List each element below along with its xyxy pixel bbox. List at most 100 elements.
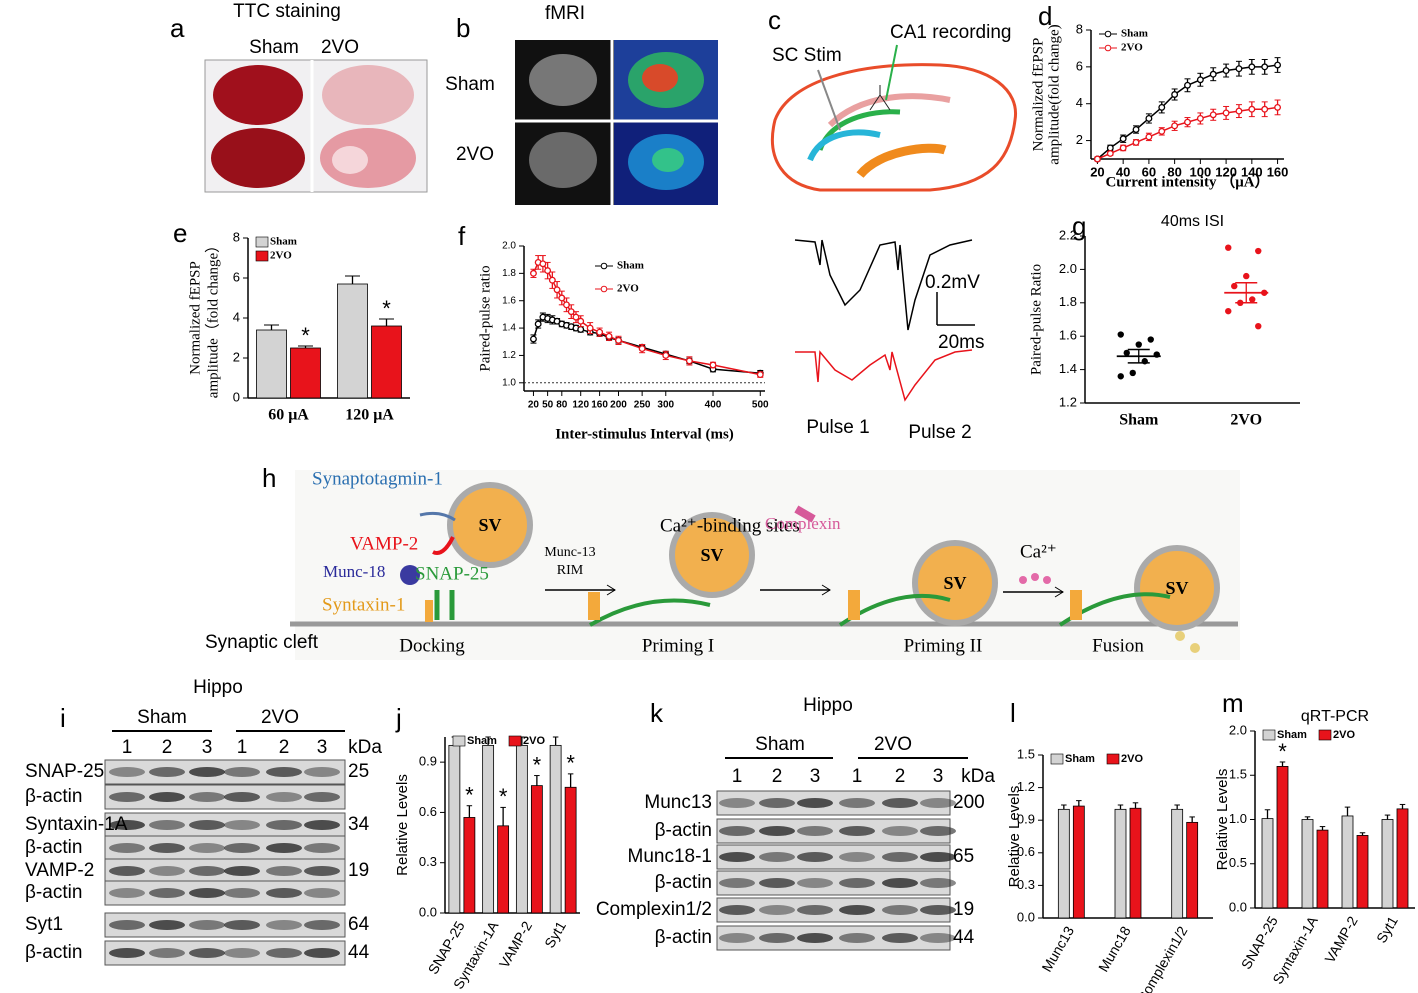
y-tick-label: 0.0 <box>1017 909 1035 924</box>
blot-band <box>189 888 225 898</box>
kda-label: 200 <box>953 792 985 813</box>
significance: * <box>566 751 575 776</box>
lane-label: 2 <box>772 766 783 787</box>
point <box>572 313 580 321</box>
blot-band <box>920 852 956 862</box>
blot-band <box>882 933 918 943</box>
unit-label: kDa <box>961 766 995 787</box>
point <box>1248 105 1256 113</box>
bar <box>1114 808 1127 919</box>
chart-title: 40ms ISI <box>1161 213 1224 230</box>
scale-label: 0.2mV <box>925 272 980 293</box>
blot-band <box>304 888 340 898</box>
x-tick-label: 160 <box>1267 164 1289 179</box>
blot-band <box>719 852 755 862</box>
blot-strip <box>104 880 346 906</box>
blot-band <box>266 888 302 898</box>
x-tick-label: 60 <box>1142 164 1156 179</box>
x-tick-label: 80 <box>556 400 568 411</box>
x-tick-label: 120 <box>1215 164 1237 179</box>
point <box>1274 103 1282 111</box>
x-tick-label: 40 <box>1116 164 1130 179</box>
blot-band <box>304 866 340 876</box>
bar <box>1171 808 1184 919</box>
bar <box>1129 807 1142 919</box>
point <box>1255 247 1262 255</box>
point <box>638 345 646 353</box>
blot-band <box>266 792 302 802</box>
significance: * <box>499 784 508 809</box>
blot-band <box>797 798 833 808</box>
y-axis-label: Relative Levels <box>1214 769 1231 871</box>
blot-band <box>920 878 956 888</box>
point <box>1158 127 1166 135</box>
legend-marker <box>600 262 608 270</box>
blot-band <box>224 820 260 830</box>
vesicle-label: SV <box>943 573 966 593</box>
y-tick-label: 1.5 <box>1229 767 1247 782</box>
blot-band <box>759 878 795 888</box>
y-tick-label: 0.6 <box>1017 844 1035 859</box>
blot-band <box>189 843 225 853</box>
y-axis-label: Paired-pulse Ratio <box>1028 264 1044 375</box>
diagram-shapes <box>290 470 1240 660</box>
kda-label: 44 <box>348 942 370 963</box>
legend-label: 2VO <box>1121 42 1143 54</box>
x-tick-label: 160 <box>591 400 608 411</box>
kda-label: 44 <box>953 927 975 948</box>
point <box>577 317 585 325</box>
blot-band <box>882 798 918 808</box>
x-tick-label: 250 <box>634 400 651 411</box>
row-label: Sham <box>445 74 495 95</box>
group-label: Sham <box>249 37 299 58</box>
x-tick-label: 200 <box>610 400 627 411</box>
point <box>756 371 764 379</box>
panel-letter: c <box>768 5 781 35</box>
x-tick-label: 20 <box>1090 164 1104 179</box>
blot-band <box>719 905 755 915</box>
stim-label: SC Stim <box>772 45 842 66</box>
blot-band <box>839 933 875 943</box>
legend-label: 2VO <box>1333 729 1355 741</box>
lane-label: 3 <box>810 766 821 787</box>
blot-band <box>882 905 918 915</box>
legend-label: Sham <box>467 735 497 747</box>
y-tick-label: 0.3 <box>1017 877 1035 892</box>
y-tick-label: 2.2 <box>1059 227 1077 242</box>
blot-band <box>266 920 302 930</box>
y-tick-label: 0 <box>233 389 240 404</box>
blot-band <box>882 826 918 836</box>
y-tick-label: 1.6 <box>502 295 516 306</box>
y-tick-label: 0.6 <box>419 804 437 819</box>
point <box>1119 135 1127 143</box>
blot-band <box>759 905 795 915</box>
protein-label: β-actin <box>25 837 82 858</box>
row-label: 2VO <box>456 144 494 165</box>
group-label: Sham <box>755 734 805 755</box>
y-tick-label: 1.4 <box>502 323 516 334</box>
blot-band <box>266 843 302 853</box>
y-tick-label: 1.2 <box>502 350 516 361</box>
blot-band <box>224 920 260 930</box>
blot-band <box>797 933 833 943</box>
significance: * <box>382 296 391 321</box>
point <box>1171 122 1179 130</box>
blot-band <box>304 920 340 930</box>
point <box>530 269 537 277</box>
blot-band <box>189 948 225 958</box>
bar <box>1072 805 1085 919</box>
point <box>534 320 542 328</box>
y-axis-label: amplitude(fold change) <box>1046 24 1062 164</box>
point <box>1171 91 1179 98</box>
bar <box>256 329 287 399</box>
blot-band <box>304 792 340 802</box>
blot-band <box>149 792 185 802</box>
x-tick-label: 300 <box>657 400 674 411</box>
legend-label: Sham <box>1277 729 1307 741</box>
blot-band <box>759 826 795 836</box>
blot-band <box>920 798 956 808</box>
y-tick-label: 0.5 <box>1229 855 1247 870</box>
significance: * <box>301 323 310 348</box>
point <box>553 286 561 294</box>
panel-title: fMRI <box>545 3 585 24</box>
